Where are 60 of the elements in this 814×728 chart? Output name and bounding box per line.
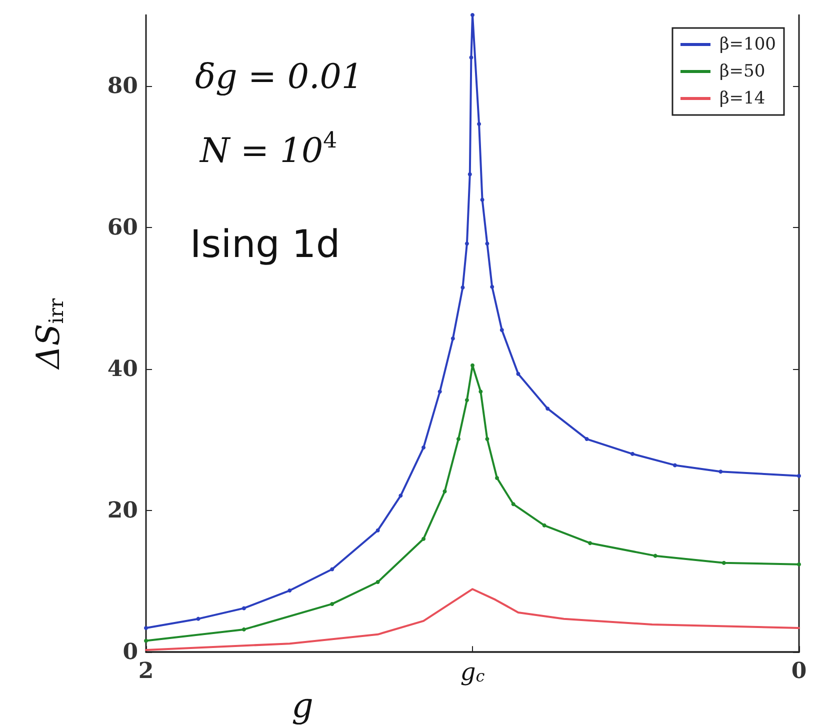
point: [516, 372, 520, 376]
point: [672, 463, 677, 468]
point: [485, 242, 490, 246]
point: [588, 541, 592, 546]
point: [330, 602, 334, 606]
y-tick-label: 80: [107, 72, 138, 99]
point: [490, 284, 494, 289]
point: [464, 398, 469, 402]
point: [442, 489, 447, 494]
point: [242, 627, 246, 632]
point: [470, 363, 474, 368]
point: [485, 437, 490, 442]
y-axis-title: ΔSirr: [29, 298, 68, 371]
point: [511, 502, 516, 506]
point: [542, 523, 546, 528]
point: [480, 198, 484, 202]
point: [438, 390, 442, 394]
point: [546, 406, 550, 411]
x-tick-label: 0: [791, 658, 807, 684]
annotation: δg = 0.01: [195, 57, 364, 97]
point: [376, 528, 380, 532]
y-tick-label: 0: [122, 639, 138, 666]
point: [464, 242, 469, 246]
point: [422, 446, 426, 450]
point: [288, 588, 292, 593]
y-tick-label: 20: [107, 498, 138, 524]
point: [797, 562, 801, 566]
point: [422, 536, 426, 541]
y-tick-label: 60: [107, 214, 138, 240]
point: [144, 626, 148, 630]
point: [398, 494, 403, 498]
point: [500, 328, 504, 332]
point: [242, 606, 246, 610]
x-tick-label: 2: [138, 658, 154, 684]
point: [376, 580, 380, 584]
x-axis-title: g: [292, 686, 314, 726]
point: [477, 122, 482, 126]
point: [630, 452, 634, 456]
annotation: Ising 1d: [190, 222, 340, 266]
point: [494, 476, 499, 480]
point: [144, 638, 148, 643]
legend-label: β=14: [719, 88, 766, 108]
legend-label: β=50: [719, 62, 766, 82]
point: [653, 554, 658, 558]
point: [584, 437, 589, 442]
y-tick-label: 40: [107, 356, 138, 382]
point: [330, 567, 334, 572]
point: [470, 13, 474, 17]
legend-label: β=100: [719, 34, 776, 54]
point: [469, 55, 474, 60]
point: [196, 616, 200, 621]
point: [468, 172, 472, 176]
point: [450, 336, 455, 341]
x-tick-label: gc: [460, 658, 485, 686]
point: [478, 390, 483, 394]
point: [456, 437, 460, 442]
point: [460, 286, 465, 290]
point: [722, 560, 726, 565]
point: [718, 470, 723, 474]
point: [797, 474, 801, 478]
